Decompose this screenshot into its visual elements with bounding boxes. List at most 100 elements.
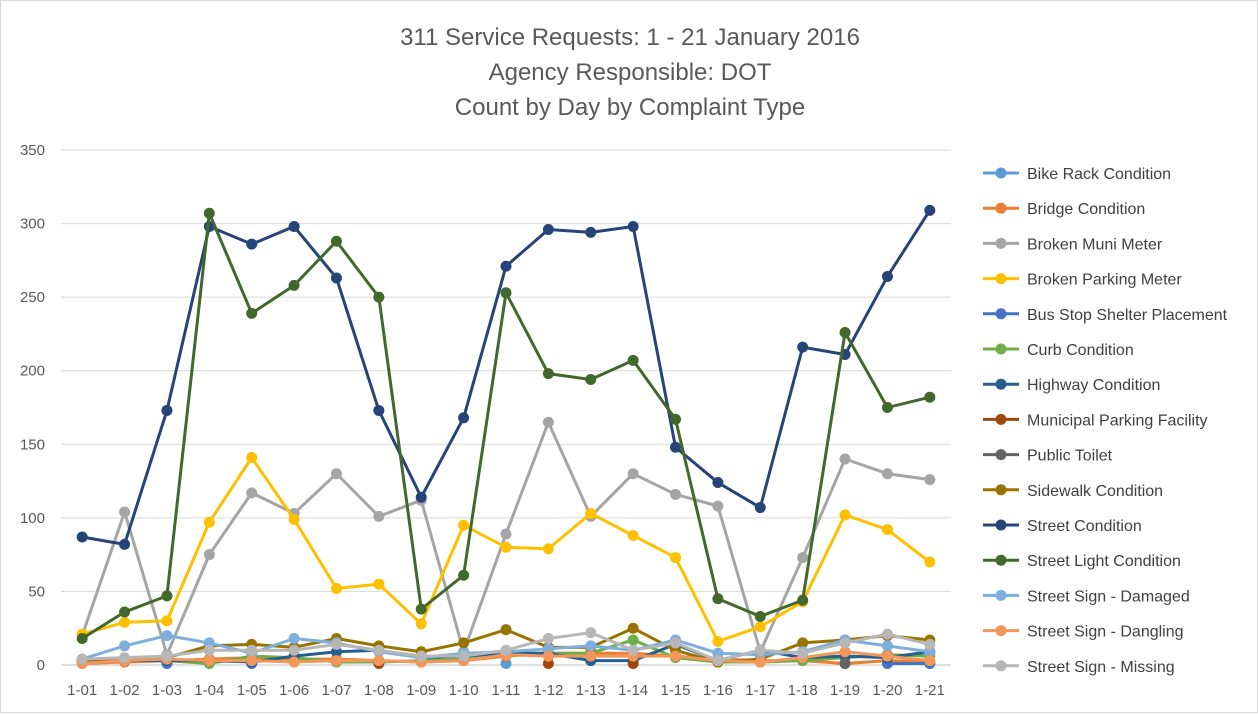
data-point — [500, 528, 512, 540]
data-point — [839, 637, 851, 649]
x-tick-label: 1-18 — [788, 682, 818, 699]
data-point — [754, 621, 766, 633]
data-point — [500, 260, 512, 272]
data-point — [161, 590, 173, 602]
data-point — [627, 634, 639, 646]
data-point — [119, 616, 131, 628]
data-point — [203, 549, 215, 561]
data-point — [119, 652, 131, 664]
data-point — [161, 650, 173, 662]
data-point — [670, 552, 682, 564]
data-point — [585, 650, 597, 662]
y-axis: 0 50 100 150 200 250 300 350 — [20, 142, 45, 674]
legend-item: Street Condition — [983, 518, 1142, 535]
data-point — [500, 541, 512, 553]
series-street-sign-missing — [76, 627, 936, 667]
data-point — [119, 606, 131, 618]
x-tick-label: 1-14 — [618, 682, 648, 699]
data-point — [924, 556, 936, 568]
data-point — [839, 326, 851, 338]
legend-swatch-marker — [995, 519, 1007, 531]
series-street-light-condition — [76, 207, 936, 645]
data-point — [924, 638, 936, 650]
legend-label: Municipal Parking Facility — [1027, 412, 1208, 429]
data-point — [542, 543, 554, 555]
data-point — [712, 593, 724, 605]
x-tick-label: 1-17 — [745, 682, 775, 699]
x-tick-label: 1-08 — [364, 682, 394, 699]
data-point — [797, 594, 809, 606]
x-tick-label: 1-19 — [830, 682, 860, 699]
data-point — [670, 650, 682, 662]
legend-swatch-marker — [995, 484, 1007, 496]
data-point — [627, 644, 639, 656]
legend-item: Broken Muni Meter — [983, 236, 1163, 253]
data-point — [797, 637, 809, 649]
data-point — [246, 644, 258, 656]
legend-label: Curb Condition — [1027, 342, 1134, 359]
legend-label: Sidewalk Condition — [1027, 483, 1163, 500]
legend-item: Bike Rack Condition — [983, 166, 1171, 183]
x-tick-label: 1-04 — [194, 682, 224, 699]
data-point — [754, 502, 766, 514]
x-tick-label: 1-05 — [237, 682, 267, 699]
data-point — [881, 628, 893, 640]
series-line — [80, 211, 932, 641]
data-point — [288, 513, 300, 525]
chart-title-line-3: Count by Day by Complaint Type — [455, 94, 805, 121]
x-tick-label: 1-21 — [915, 682, 945, 699]
legend-item: Street Light Condition — [983, 553, 1181, 570]
legend-swatch-marker — [995, 343, 1007, 355]
data-point — [76, 531, 88, 543]
data-point — [161, 404, 173, 416]
data-point — [500, 287, 512, 299]
data-point — [670, 441, 682, 453]
data-point — [288, 644, 300, 656]
data-point — [500, 644, 512, 656]
data-point — [754, 656, 766, 668]
x-tick-label: 1-12 — [533, 682, 563, 699]
data-point — [797, 552, 809, 564]
data-point — [924, 391, 936, 403]
y-tick-label: 100 — [20, 510, 45, 527]
data-point — [670, 413, 682, 425]
series-lines — [76, 204, 936, 670]
chart-title-line-1: 311 Service Requests: 1 - 21 January 201… — [400, 24, 860, 51]
data-point — [881, 650, 893, 662]
data-point — [373, 644, 385, 656]
data-point — [542, 633, 554, 645]
legend-label: Street Light Condition — [1027, 553, 1181, 570]
data-point — [881, 271, 893, 283]
data-point — [288, 221, 300, 233]
data-point — [458, 637, 470, 649]
data-point — [627, 354, 639, 366]
data-point — [585, 226, 597, 238]
x-tick-label: 1-15 — [661, 682, 691, 699]
data-point — [627, 468, 639, 480]
legend-label: Street Sign - Dangling — [1027, 624, 1184, 641]
legend: Bike Rack Condition Bridge Condition Broke… — [983, 166, 1228, 676]
data-point — [881, 524, 893, 536]
legend-swatch-marker — [995, 378, 1007, 390]
x-tick-label: 1-16 — [703, 682, 733, 699]
legend-swatch-marker — [995, 308, 1007, 320]
legend-label: Broken Parking Meter — [1027, 272, 1182, 289]
data-point — [585, 640, 597, 652]
data-point — [330, 638, 342, 650]
x-tick-label: 1-10 — [449, 682, 479, 699]
x-tick-label: 1-09 — [406, 682, 436, 699]
data-point — [373, 510, 385, 522]
series-broken-parking-meter — [76, 452, 936, 647]
y-tick-label: 50 — [28, 583, 45, 600]
data-point — [203, 207, 215, 219]
legend-item: Bridge Condition — [983, 201, 1145, 218]
data-point — [670, 637, 682, 649]
data-point — [330, 468, 342, 480]
data-point — [330, 272, 342, 284]
data-point — [246, 655, 258, 667]
legend-label: Bus Stop Shelter Placement — [1027, 307, 1228, 324]
x-tick-label: 1-11 — [492, 682, 521, 699]
chart-title: 311 Service Requests: 1 - 21 January 201… — [400, 24, 860, 121]
